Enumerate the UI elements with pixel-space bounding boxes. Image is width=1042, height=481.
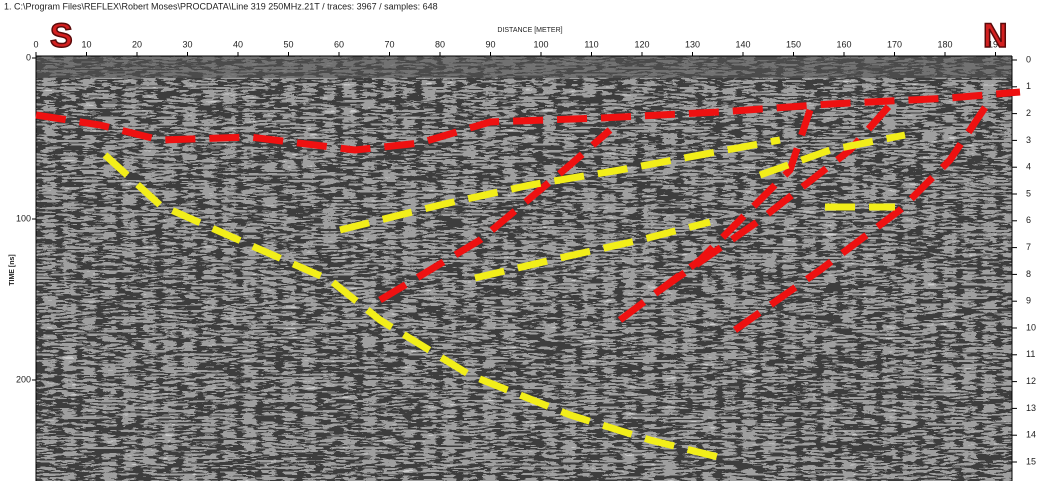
left-tick-label: 0	[26, 52, 31, 62]
header-title: 1. C:\Program Files\REFLEX\Robert Moses\…	[4, 1, 438, 11]
interpretation-line	[35, 88, 1021, 154]
top-tick-label: 70	[384, 39, 394, 49]
top-tick-label: 10	[81, 39, 91, 49]
top-tick-label: 60	[334, 39, 344, 49]
interpretation-line	[758, 131, 906, 179]
south-label: S	[50, 17, 73, 55]
right-tick-label: 9	[1026, 296, 1031, 306]
top-tick-label: 100	[533, 39, 548, 49]
top-tick-label: 50	[283, 39, 293, 49]
right-tick-label: 4	[1026, 162, 1031, 172]
top-tick-label: 180	[937, 39, 952, 49]
left-tick-label: 100	[16, 213, 31, 223]
top-tick-label: 140	[735, 39, 750, 49]
interpretation-line	[339, 136, 781, 234]
left-tick-label: 200	[16, 374, 31, 384]
top-tick-label: 0	[33, 39, 38, 49]
right-tick-label: 6	[1026, 215, 1031, 225]
top-tick-label: 160	[836, 39, 851, 49]
right-tick-label: 0	[1026, 54, 1031, 64]
right-tick-label: 1	[1026, 81, 1031, 91]
interpretation-line	[732, 98, 993, 333]
surface-band	[36, 56, 1012, 78]
top-tick-label: 20	[132, 39, 142, 49]
right-tick-label: 5	[1026, 188, 1031, 198]
right-tick-label: 14	[1026, 430, 1036, 440]
right-tick-label: 12	[1026, 376, 1036, 386]
right-tick-label: 7	[1026, 242, 1031, 252]
interpretation-line	[378, 127, 613, 304]
right-tick-label: 3	[1026, 135, 1031, 145]
interpretation-line	[474, 218, 711, 282]
top-tick-label: 120	[634, 39, 649, 49]
right-tick-label: 2	[1026, 108, 1031, 118]
right-tick-label: 11	[1026, 349, 1035, 359]
right-tick-label: 13	[1026, 403, 1036, 413]
top-tick-label: 40	[233, 39, 243, 49]
interpretation-line	[102, 152, 731, 464]
right-tick-label: 8	[1026, 269, 1031, 279]
interpretation-line	[657, 102, 893, 293]
top-tick-label: 150	[786, 39, 801, 49]
top-tick-label: 170	[887, 39, 902, 49]
top-tick-label: 130	[685, 39, 700, 49]
top-tick-label: 90	[485, 39, 495, 49]
top-tick-label: 30	[182, 39, 192, 49]
left-axis-label: TIME [ns]	[9, 254, 16, 286]
north-label: N	[983, 17, 1008, 55]
top-tick-label: 190	[988, 39, 1003, 49]
top-tick-label: 110	[584, 39, 598, 49]
right-tick-label: 15	[1026, 456, 1036, 466]
top-tick-label: 80	[435, 39, 445, 49]
right-tick-label: 10	[1026, 322, 1036, 332]
top-axis-label: DISTANCE [METER]	[497, 27, 562, 34]
